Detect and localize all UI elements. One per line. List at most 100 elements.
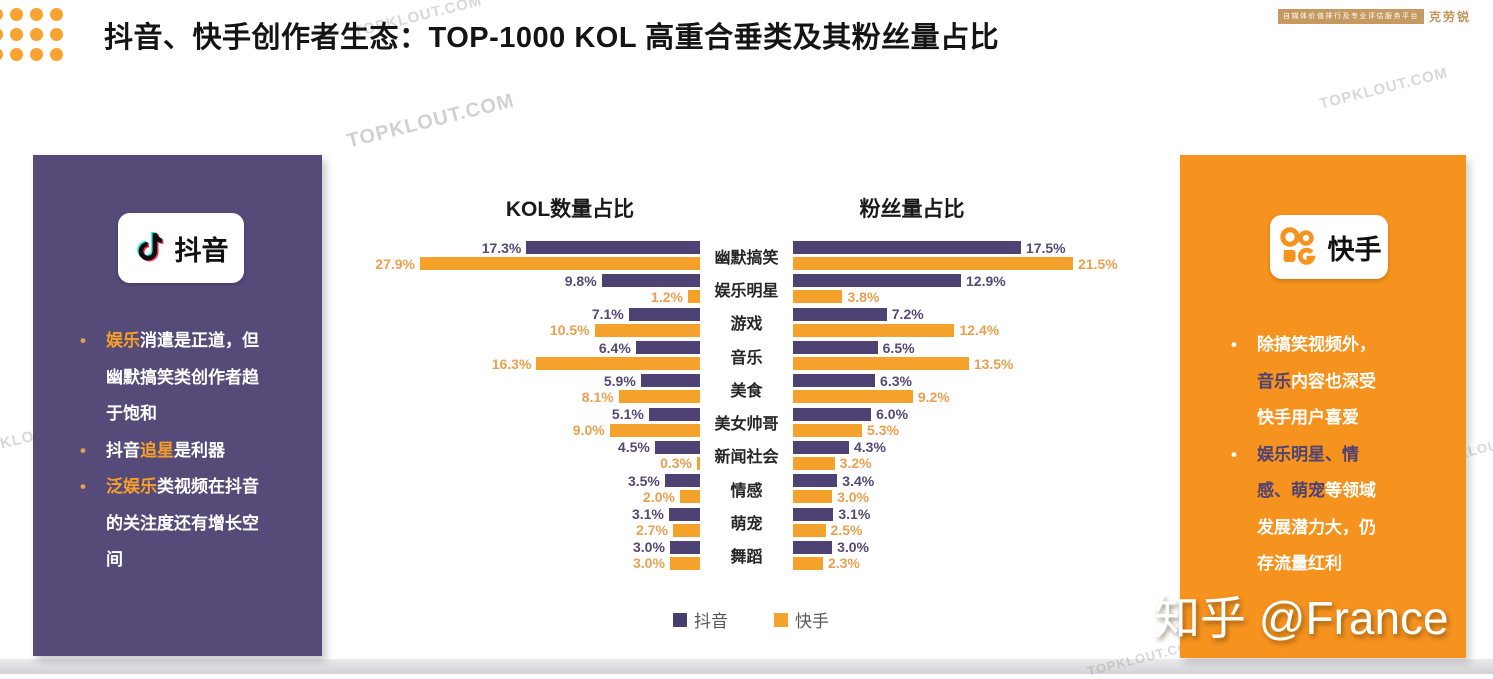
kuaishou-bar bbox=[793, 490, 833, 504]
topklout-brand-badge: 自媒体价值排行及专业评估服务平台 克劳锐 bbox=[1277, 8, 1471, 25]
bar-row: 8.1% bbox=[577, 389, 700, 405]
highlighted-text: 泛娱乐 bbox=[106, 477, 157, 497]
douyin-logo-label: 抖音 bbox=[174, 235, 229, 266]
bar-row: 5.9% bbox=[599, 373, 700, 389]
douyin-bar bbox=[793, 407, 872, 421]
bar-row: 6.5% bbox=[793, 339, 920, 356]
bar-row: 3.1% bbox=[627, 506, 700, 523]
kol-count-bar-group: 3.1% 2.7% bbox=[322, 506, 700, 539]
bullet-text: 抖音 bbox=[106, 440, 140, 460]
kuaishou-value-label: 5.3% bbox=[867, 422, 899, 439]
bar-row: 9.0% bbox=[568, 422, 700, 438]
bar-row: 4.3% bbox=[793, 439, 891, 455]
douyin-logo-card: 抖音 bbox=[118, 213, 244, 283]
douyin-bar bbox=[635, 341, 700, 355]
douyin-value-label: 6.5% bbox=[882, 339, 915, 356]
badge-brand-name: 克劳锐 bbox=[1428, 10, 1471, 24]
douyin-value-label: 3.0% bbox=[837, 539, 869, 556]
kuaishou-bar bbox=[793, 290, 843, 304]
chart-row: 3.1% 2.7% 萌宠 3.1% 2.5% bbox=[322, 505, 1180, 538]
bar-row: 3.2% bbox=[793, 455, 877, 471]
bullet-text: 是利器 bbox=[174, 440, 225, 460]
bar-row: 27.9% bbox=[370, 255, 700, 272]
kuaishou-value-label: 2.3% bbox=[827, 555, 860, 572]
kuaishou-value-label: 21.5% bbox=[1078, 255, 1118, 272]
kuaishou-value-label: 16.3% bbox=[491, 355, 532, 372]
dot bbox=[30, 48, 43, 61]
fans-bar-group: 6.0% 5.3% bbox=[793, 406, 1180, 439]
kuaishou-bar bbox=[793, 390, 913, 404]
bar-row: 2.3% bbox=[793, 555, 865, 572]
kuaishou-value-label: 2.7% bbox=[635, 522, 668, 539]
category-label: 美女帅哥 bbox=[714, 416, 779, 434]
bullet-text: 类视频在抖音的关注度还有增长空间 bbox=[106, 477, 259, 570]
kol-count-bar-group: 3.5% 2.0% bbox=[322, 473, 700, 505]
douyin-value-label: 3.1% bbox=[838, 506, 871, 523]
kuaishou-bar bbox=[679, 490, 700, 504]
chart-row: 9.8% 1.2% 娱乐明星 12.9% 3.8% bbox=[322, 272, 1180, 305]
bar-row: 21.5% bbox=[793, 255, 1123, 272]
kol-count-bar-group: 6.4% 16.3% bbox=[322, 340, 700, 372]
douyin-value-label: 3.1% bbox=[631, 506, 664, 523]
kuaishou-bar bbox=[669, 556, 700, 570]
chart-row: 5.1% 9.0% 美女帅哥 6.0% 5.3% bbox=[322, 405, 1180, 438]
douyin-value-label: 6.3% bbox=[880, 372, 912, 389]
kuaishou-bar bbox=[793, 456, 835, 470]
kol-count-bar-group: 4.5% 0.3% bbox=[322, 439, 700, 472]
category-label: 幽默搞笑 bbox=[714, 249, 779, 267]
douyin-bar bbox=[793, 341, 878, 355]
chart-row: 3.0% 3.0% 舞蹈 3.0% 2.3% bbox=[322, 539, 1180, 572]
mirror-bar-chart: KOL数量占比 粉丝量占比 17.3% 27.9% 幽默搞笑 17.5% 21.5% 9.… bbox=[322, 155, 1180, 660]
bar-row: 3.5% bbox=[623, 473, 700, 489]
bar-row: 6.0% bbox=[793, 406, 913, 422]
kuaishou-bar bbox=[793, 523, 826, 537]
chart-row: 5.9% 8.1% 美食 6.3% 9.2% bbox=[322, 372, 1180, 405]
kuaishou-value-label: 3.0% bbox=[632, 555, 665, 572]
bullet-item: 泛娱乐类视频在抖音的关注度还有增长空间 bbox=[71, 469, 266, 579]
chart-rows: 17.3% 27.9% 幽默搞笑 17.5% 21.5% 9.8% 1.2% 娱乐明星 12.9… bbox=[322, 239, 1180, 572]
douyin-note-icon bbox=[134, 230, 166, 266]
kuaishou-bar bbox=[793, 357, 969, 371]
legend-label: 快手 bbox=[795, 612, 829, 631]
douyin-value-label: 3.4% bbox=[842, 472, 875, 489]
kuaishou-value-label: 9.2% bbox=[917, 388, 950, 405]
kuaishou-value-label: 3.0% bbox=[837, 488, 869, 505]
kuaishou-value-label: 0.3% bbox=[660, 455, 692, 472]
bar-row: 12.9% bbox=[793, 272, 1011, 289]
kuaishou-bar bbox=[793, 423, 863, 437]
bar-row: 7.2% bbox=[793, 306, 929, 322]
douyin-bar bbox=[793, 274, 961, 288]
bar-row: 3.0% bbox=[628, 555, 700, 572]
douyin-bar bbox=[654, 440, 700, 454]
bar-row: 12.4% bbox=[793, 322, 1004, 338]
bar-row: 2.0% bbox=[638, 488, 700, 505]
dot bbox=[10, 8, 23, 21]
kol-count-bar-group: 7.1% 10.5% bbox=[322, 306, 700, 338]
bullet-item: 娱乐明星、情感、萌宠等领域发展潜力大，仍存流量红利 bbox=[1222, 437, 1388, 583]
bar-row: 16.3% bbox=[487, 355, 700, 372]
dot bbox=[0, 48, 3, 61]
chart-title-kol-count: KOL数量占比 bbox=[505, 198, 635, 221]
kuaishou-value-label: 27.9% bbox=[375, 255, 415, 272]
douyin-value-label: 17.3% bbox=[481, 239, 522, 256]
chart-row: 17.3% 27.9% 幽默搞笑 17.5% 21.5% bbox=[322, 239, 1180, 272]
douyin-bar bbox=[628, 307, 700, 321]
douyin-value-label: 3.0% bbox=[632, 539, 665, 556]
douyin-bar bbox=[793, 307, 887, 321]
kuaishou-bar bbox=[594, 323, 700, 337]
dot bbox=[0, 8, 3, 21]
douyin-bar bbox=[793, 374, 876, 388]
category-label: 情感 bbox=[730, 482, 763, 500]
douyin-value-label: 5.1% bbox=[611, 406, 644, 423]
kuaishou-bar bbox=[536, 357, 700, 371]
dots-logo bbox=[0, 8, 70, 68]
bar-row: 9.2% bbox=[793, 388, 955, 405]
fans-bar-group: 3.4% 3.0% bbox=[793, 472, 1180, 505]
kuaishou-value-label: 2.0% bbox=[643, 488, 675, 505]
bar-row: 10.5% bbox=[545, 322, 700, 338]
bar-row: 9.8% bbox=[560, 273, 700, 289]
fans-bar-group: 12.9% 3.8% bbox=[793, 272, 1180, 305]
topklout-watermark: TOPKLOUT.COM bbox=[1317, 64, 1450, 113]
dot bbox=[30, 28, 43, 41]
douyin-value-label: 12.9% bbox=[966, 272, 1006, 289]
